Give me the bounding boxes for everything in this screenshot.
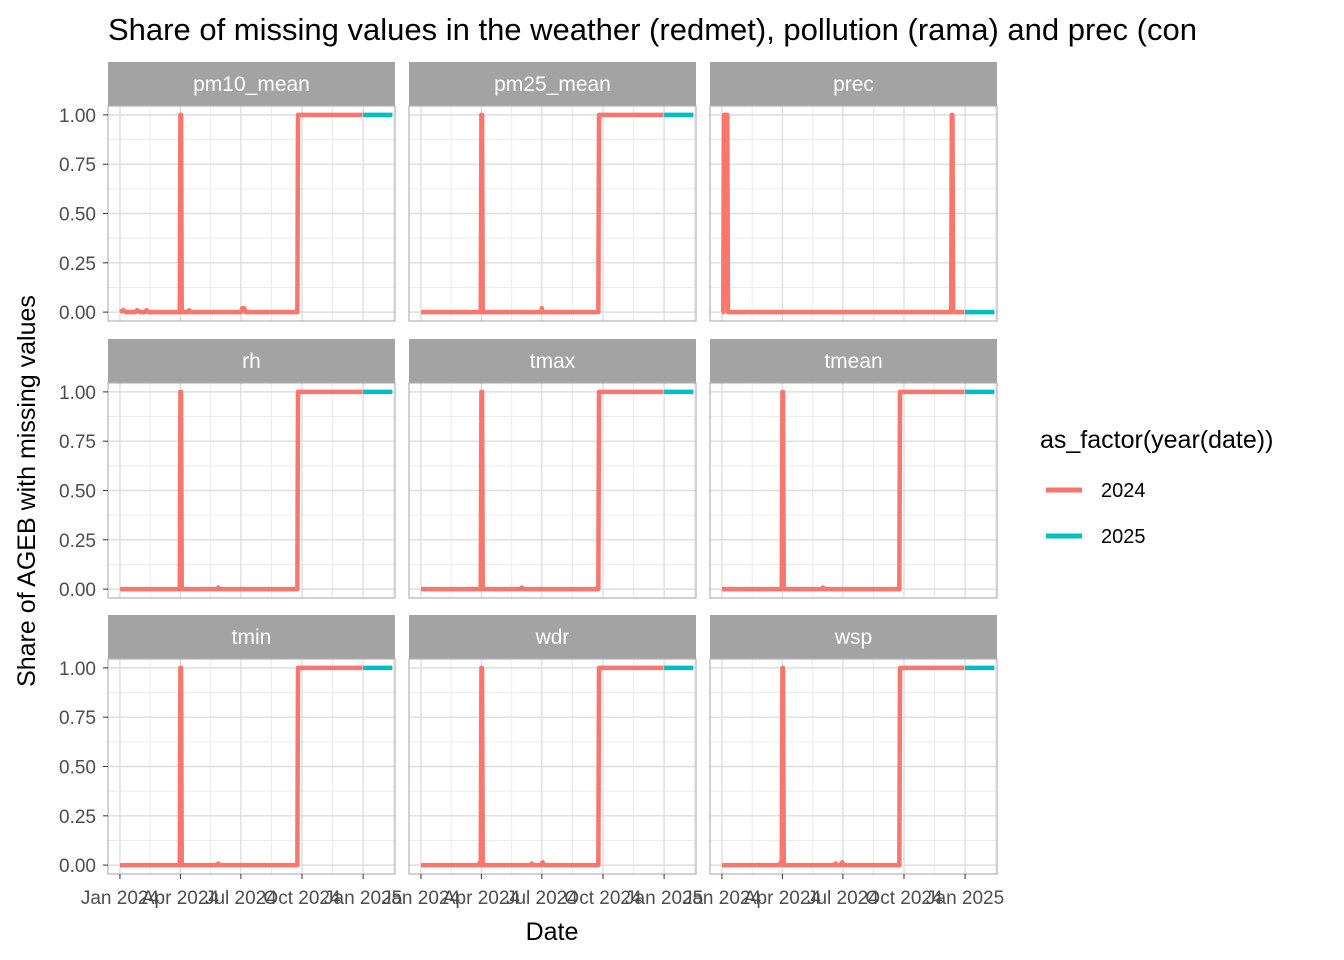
strip-label: pm10_mean xyxy=(193,73,310,96)
strip-label: tmax xyxy=(530,350,576,373)
y-tick-label: 0.50 xyxy=(59,205,96,226)
x-tick-label: Jul 2024 xyxy=(506,888,578,909)
series-line-2024 xyxy=(119,665,363,868)
y-tick-label: 0.50 xyxy=(59,758,96,779)
legend-label-2024: 2024 xyxy=(1101,480,1146,502)
strip-pm25_mean xyxy=(409,62,696,106)
panel-tmean: tmean xyxy=(709,339,998,599)
x-axis-title: Date xyxy=(526,918,579,946)
strip-label: pm25_mean xyxy=(494,73,611,96)
panel-border xyxy=(709,382,998,599)
strip-tmean xyxy=(710,339,997,383)
panel-pm10_mean: pm10_mean 0.00 0.25 0.50 0.75 1.00 xyxy=(59,62,396,324)
series-line-2024 xyxy=(721,112,965,315)
series-line-2024 xyxy=(119,389,363,592)
legend-title: as_factor(year(date)) xyxy=(1040,426,1273,454)
x-tick-label: Jan 2025 xyxy=(926,888,1004,909)
series-line-2024 xyxy=(118,112,363,315)
strip-wsp xyxy=(710,615,997,659)
y-tick-label: 0.25 xyxy=(59,531,96,552)
chart-title: Share of missing values in the weather (… xyxy=(108,12,1197,47)
strip-label: rh xyxy=(242,350,261,373)
x-tick-label: Apr 2024 xyxy=(744,888,822,909)
series-lines xyxy=(721,665,995,868)
series-lines xyxy=(721,112,995,315)
y-tick-label: 1.00 xyxy=(59,383,96,404)
strip-tmax xyxy=(409,339,696,383)
y-tick-label: 0.25 xyxy=(59,254,96,275)
panel-border xyxy=(408,658,697,875)
series-line-2024 xyxy=(721,665,965,868)
x-tick-label: Jan 2024 xyxy=(81,888,160,909)
strip-prec xyxy=(710,62,997,106)
series-line-2024 xyxy=(420,112,664,315)
gridlines xyxy=(409,383,696,598)
x-tick-label: Jul 2024 xyxy=(205,888,277,909)
y-tick-label: 0.75 xyxy=(59,432,96,453)
strip-label: tmin xyxy=(232,626,272,649)
series-line-2024 xyxy=(721,389,965,592)
series-lines xyxy=(420,665,694,868)
y-tick-label: 0.50 xyxy=(59,482,96,503)
panel-tmax: tmax xyxy=(408,339,697,599)
x-tick-label: Apr 2024 xyxy=(443,888,521,909)
strip-label: wsp xyxy=(834,626,872,649)
y-tick-label: 0.00 xyxy=(59,303,96,324)
panel-pm25_mean: pm25_mean xyxy=(408,62,697,322)
y-tick-label: 0.75 xyxy=(59,155,96,176)
series-lines xyxy=(119,389,393,592)
legend: as_factor(year(date)) 2024 2025 xyxy=(1040,426,1273,548)
strip-label: prec xyxy=(833,73,874,96)
x-tick-label: Oct 2024 xyxy=(865,888,943,909)
x-tick-label: Jan 2024 xyxy=(382,888,461,909)
x-tick-label: Jul 2024 xyxy=(807,888,879,909)
y-tick-label: 0.00 xyxy=(59,856,96,877)
series-lines xyxy=(420,389,694,592)
series-lines xyxy=(721,389,995,592)
x-tick-label: Apr 2024 xyxy=(142,888,220,909)
series-lines xyxy=(420,112,694,315)
y-axis-title: Share of AGEB with missing values xyxy=(13,295,41,687)
series-line-2024 xyxy=(420,665,664,868)
strip-pm10_mean xyxy=(108,62,395,106)
strip-wdr xyxy=(409,615,696,659)
series-lines xyxy=(119,665,393,868)
strip-label: tmean xyxy=(824,350,882,373)
gridlines xyxy=(710,106,997,321)
y-tick-label: 1.00 xyxy=(59,659,96,680)
panel-prec: prec xyxy=(709,62,998,322)
series-line-2024 xyxy=(420,389,664,592)
panel-border xyxy=(709,658,998,875)
x-tick-label: Oct 2024 xyxy=(564,888,642,909)
series-lines xyxy=(118,112,393,315)
panel-border xyxy=(709,105,998,322)
strip-tmin xyxy=(108,615,395,659)
x-tick-label: Oct 2024 xyxy=(263,888,341,909)
x-tick-label: Jan 2024 xyxy=(683,888,762,909)
strip-rh xyxy=(108,339,395,383)
y-tick-label: 0.75 xyxy=(59,708,96,729)
y-tick-label: 0.00 xyxy=(59,580,96,601)
legend-label-2025: 2025 xyxy=(1101,526,1146,548)
y-tick-label: 0.25 xyxy=(59,807,96,828)
panel-rh: rh 0.00 0.25 0.50 0.75 1.00 xyxy=(59,339,396,601)
strip-label: wdr xyxy=(535,626,570,649)
panel-border xyxy=(408,105,697,322)
x-tick-label: Jan 2025 xyxy=(625,888,703,909)
x-tick-label: Jan 2025 xyxy=(324,888,402,909)
panel-border xyxy=(408,382,697,599)
y-tick-label: 1.00 xyxy=(59,106,96,127)
facet-panels: pm10_mean 0.00 0.25 0.50 0.75 1.00 pm25_mean pr… xyxy=(59,62,1004,909)
gridlines xyxy=(108,106,395,321)
